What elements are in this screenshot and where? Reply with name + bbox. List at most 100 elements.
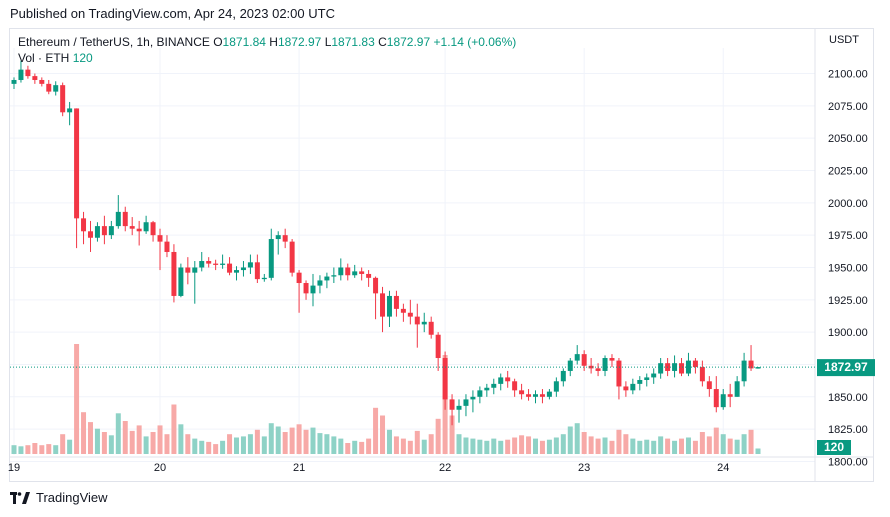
volume-bar bbox=[122, 421, 128, 454]
candle-body bbox=[108, 226, 114, 236]
candle-body bbox=[581, 354, 587, 366]
volume-bar bbox=[380, 415, 386, 454]
candle-body bbox=[275, 235, 281, 240]
price-axis-tick-label: 1850.00 bbox=[828, 392, 868, 404]
volume-bar bbox=[581, 432, 587, 454]
volume-bar bbox=[407, 440, 413, 454]
candle-body bbox=[393, 295, 399, 309]
volume-bar bbox=[282, 432, 288, 454]
candle-body bbox=[713, 389, 719, 408]
candle-body bbox=[720, 394, 726, 408]
volume-badge bbox=[817, 440, 851, 455]
volume-bar bbox=[129, 430, 135, 454]
candle-body bbox=[81, 218, 87, 232]
price-axis-tick-label: 2100.00 bbox=[828, 69, 868, 81]
high-value: 1872.97 bbox=[277, 35, 322, 49]
published-notice: Published on TradingView.com, Apr 24, 20… bbox=[10, 6, 335, 21]
volume-bar bbox=[491, 438, 497, 454]
candle-body bbox=[546, 391, 552, 397]
volume-bar bbox=[672, 440, 678, 454]
candle-body bbox=[282, 235, 288, 242]
candle-body bbox=[74, 108, 80, 219]
candle-body bbox=[199, 261, 205, 268]
symbol-legend: Ethereum / TetherUS, 1h, BINANCE O1871.8… bbox=[18, 34, 516, 50]
candle-body bbox=[101, 226, 107, 236]
volume-legend: Vol · ETH 120 bbox=[18, 51, 93, 65]
candle-body bbox=[414, 316, 420, 325]
candle-body bbox=[25, 69, 31, 77]
volume-bar bbox=[539, 440, 545, 454]
volume-bar bbox=[81, 412, 87, 454]
volume-bar bbox=[470, 438, 476, 454]
candle-body bbox=[651, 373, 657, 378]
candle-body bbox=[532, 394, 538, 397]
volume-bar bbox=[428, 434, 434, 454]
volume-bar bbox=[46, 444, 52, 454]
candle-body bbox=[421, 321, 427, 325]
candle-body bbox=[505, 377, 511, 382]
volume-bar bbox=[699, 432, 705, 454]
volume-bar bbox=[553, 437, 559, 454]
candle-body bbox=[310, 285, 316, 294]
volume-bar bbox=[247, 434, 253, 454]
candle-body bbox=[623, 386, 629, 391]
candle-body bbox=[115, 211, 121, 227]
volume-bar bbox=[526, 436, 532, 454]
volume-bar bbox=[644, 439, 650, 454]
candle-body bbox=[157, 235, 163, 242]
volume-bar bbox=[115, 413, 121, 454]
close-value: 1872.97 bbox=[386, 35, 431, 49]
price-axis-tick-label: 1900.00 bbox=[828, 327, 868, 339]
price-axis-tick-label: 1950.00 bbox=[828, 262, 868, 274]
candle-body bbox=[32, 76, 38, 80]
volume-bar bbox=[532, 438, 538, 454]
candle-body bbox=[748, 360, 754, 369]
candle-body bbox=[46, 83, 52, 92]
candle-body bbox=[630, 383, 636, 391]
candle-body bbox=[240, 267, 246, 271]
volume-bar bbox=[164, 434, 170, 454]
footer: TradingView bbox=[10, 490, 108, 505]
volume-bar bbox=[150, 432, 156, 454]
high-label: H bbox=[269, 35, 278, 49]
volume-bar bbox=[32, 443, 38, 454]
volume-bar bbox=[734, 439, 740, 454]
candle-body bbox=[206, 261, 212, 264]
candle-body bbox=[345, 267, 351, 276]
volume-bar bbox=[456, 434, 462, 454]
footer-brand[interactable]: TradingView bbox=[36, 490, 108, 505]
volume-bar bbox=[498, 440, 504, 454]
volume-bar bbox=[324, 434, 330, 454]
candle-body bbox=[220, 263, 226, 265]
tradingview-logo-icon[interactable] bbox=[10, 491, 30, 504]
volume-bar bbox=[602, 437, 608, 454]
candle-body bbox=[449, 399, 455, 410]
volume-bar bbox=[338, 438, 344, 454]
volume-bar bbox=[484, 440, 490, 454]
price-axis-tick-label: 1825.00 bbox=[828, 424, 868, 436]
last-price-badge bbox=[817, 359, 875, 377]
volume-bar bbox=[74, 344, 80, 454]
low-label: L bbox=[324, 35, 332, 49]
volume-bar bbox=[303, 429, 309, 454]
volume-bar bbox=[157, 425, 163, 454]
candle-body bbox=[428, 321, 434, 335]
volume-bar bbox=[352, 440, 358, 454]
volume-bar bbox=[546, 439, 552, 454]
candle-body bbox=[247, 262, 253, 268]
candle-body bbox=[435, 334, 441, 359]
volume-value: 120 bbox=[72, 51, 93, 65]
candle-body bbox=[588, 365, 594, 369]
volume-bar bbox=[206, 441, 212, 454]
volume-bar bbox=[261, 436, 267, 454]
volume-bar bbox=[25, 445, 31, 454]
volume-bar bbox=[393, 436, 399, 454]
volume-bar bbox=[449, 415, 455, 454]
volume-bar bbox=[463, 437, 469, 454]
candle-body bbox=[380, 293, 386, 317]
volume-bar bbox=[651, 440, 657, 454]
volume-badge-label: 120 bbox=[824, 440, 844, 454]
volume-bar bbox=[706, 436, 712, 454]
price-axis-tick-label: 1800.00 bbox=[828, 456, 868, 468]
